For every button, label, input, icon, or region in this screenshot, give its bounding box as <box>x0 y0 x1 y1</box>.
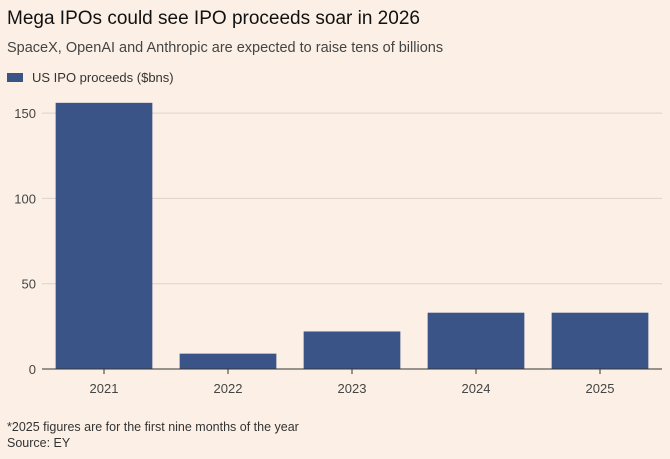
y-tick-label: 0 <box>29 362 36 377</box>
x-tick-label: 2022 <box>214 381 243 396</box>
y-tick-label: 50 <box>22 277 36 292</box>
legend-swatch <box>7 73 23 82</box>
y-tick-label: 150 <box>14 106 36 121</box>
chart-subtitle: SpaceX, OpenAI and Anthropic are expecte… <box>7 40 444 56</box>
bar-2023 <box>303 331 401 369</box>
x-tick-label: 2024 <box>462 381 491 396</box>
x-tick-label: 2025 <box>586 381 615 396</box>
bar-2024 <box>427 312 525 369</box>
bar-2021 <box>55 102 153 369</box>
y-tick-label: 100 <box>14 191 36 206</box>
footnote: *2025 figures are for the first nine mon… <box>7 420 299 434</box>
legend-label: US IPO proceeds ($bns) <box>32 70 174 85</box>
bar-2022 <box>179 353 277 369</box>
x-tick-label: 2021 <box>90 381 119 396</box>
chart-title: Mega IPOs could see IPO proceeds soar in… <box>7 8 420 29</box>
legend: US IPO proceeds ($bns) <box>7 70 174 85</box>
source-note: Source: EY <box>7 436 71 450</box>
x-tick-label: 2023 <box>338 381 367 396</box>
bar-2025 <box>551 312 649 369</box>
